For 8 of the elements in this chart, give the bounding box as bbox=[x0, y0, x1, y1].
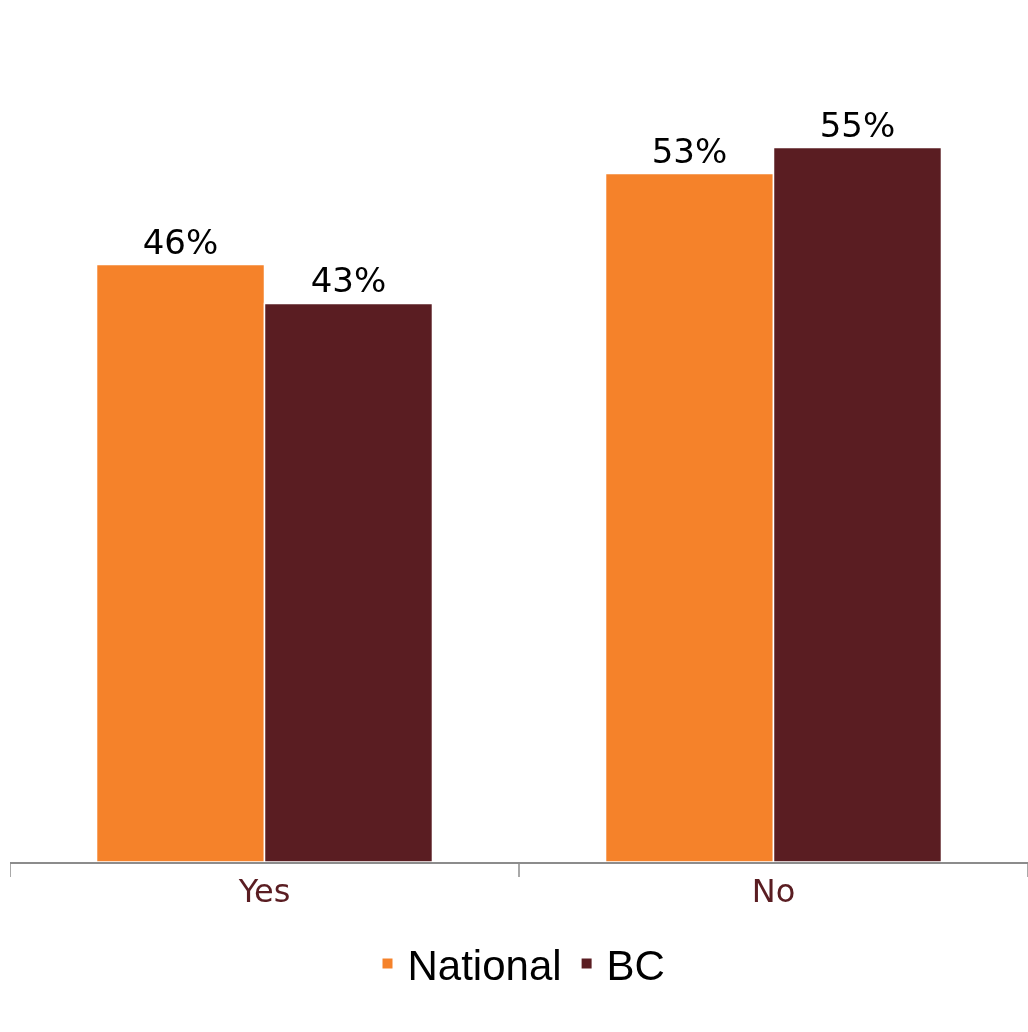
x-tick-label: No bbox=[751, 872, 796, 911]
data-label: 46% bbox=[142, 221, 219, 262]
data-label: 43% bbox=[310, 260, 387, 301]
x-tick-label: Yes bbox=[237, 872, 291, 911]
data-label: 55% bbox=[819, 104, 896, 145]
data-label: 53% bbox=[651, 130, 728, 171]
legend-label: BC bbox=[606, 941, 665, 989]
legend-label: National bbox=[407, 941, 562, 989]
